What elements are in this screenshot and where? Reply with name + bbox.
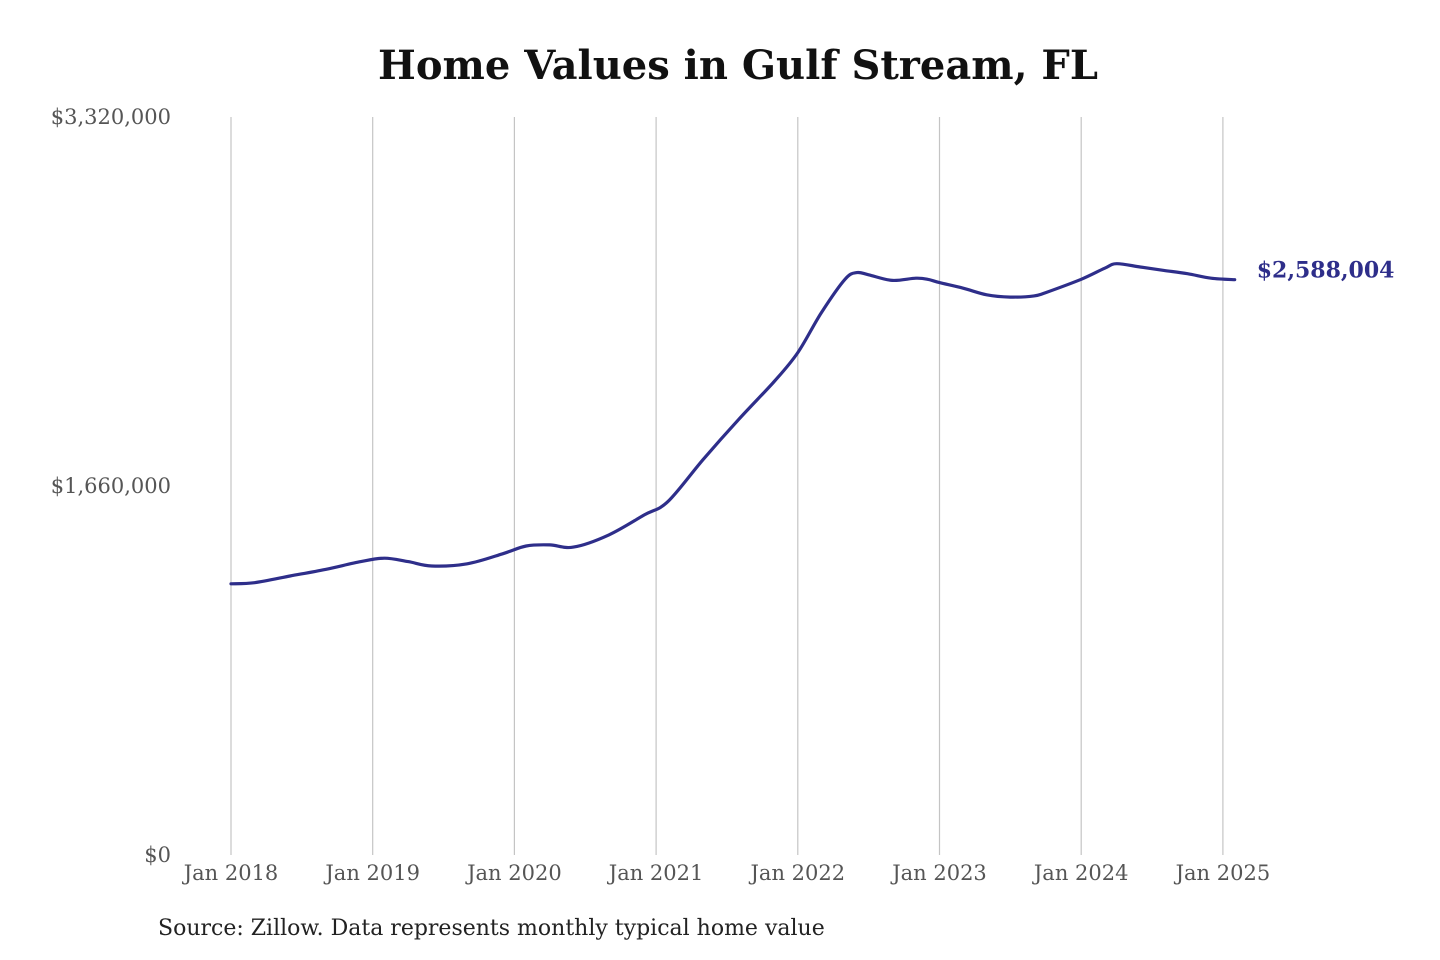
x-tick-label: Jan 2024 — [1032, 861, 1129, 885]
source-note: Source: Zillow. Data represents monthly … — [158, 916, 825, 941]
home-value-line — [229, 262, 1237, 586]
x-tick-label: Jan 2023 — [890, 861, 987, 885]
end-value-label: $2,588,004 — [1257, 258, 1395, 284]
series-layer: $2,588,004 — [229, 258, 1395, 586]
y-tick-label: $3,320,000 — [51, 105, 171, 129]
x-tick-label: Jan 2019 — [323, 861, 420, 885]
x-tick-label: Jan 2018 — [182, 861, 279, 885]
x-tick-label: Jan 2022 — [749, 861, 846, 885]
x-axis-ticks: Jan 2018 Jan 2019 Jan 2020 Jan 2021 Jan 2022… — [182, 861, 1270, 885]
gridlines — [230, 117, 1224, 855]
chart-title: Home Values in Gulf Stream, FL — [378, 42, 1098, 89]
x-tick-label: Jan 2020 — [465, 861, 562, 885]
y-tick-label: $0 — [144, 843, 171, 867]
x-tick-label: Jan 2025 — [1174, 861, 1271, 885]
y-tick-label: $1,660,000 — [51, 474, 171, 498]
y-axis-ticks: $0 $1,660,000 $3,320,000 — [51, 105, 171, 867]
x-tick-label: Jan 2021 — [607, 861, 704, 885]
